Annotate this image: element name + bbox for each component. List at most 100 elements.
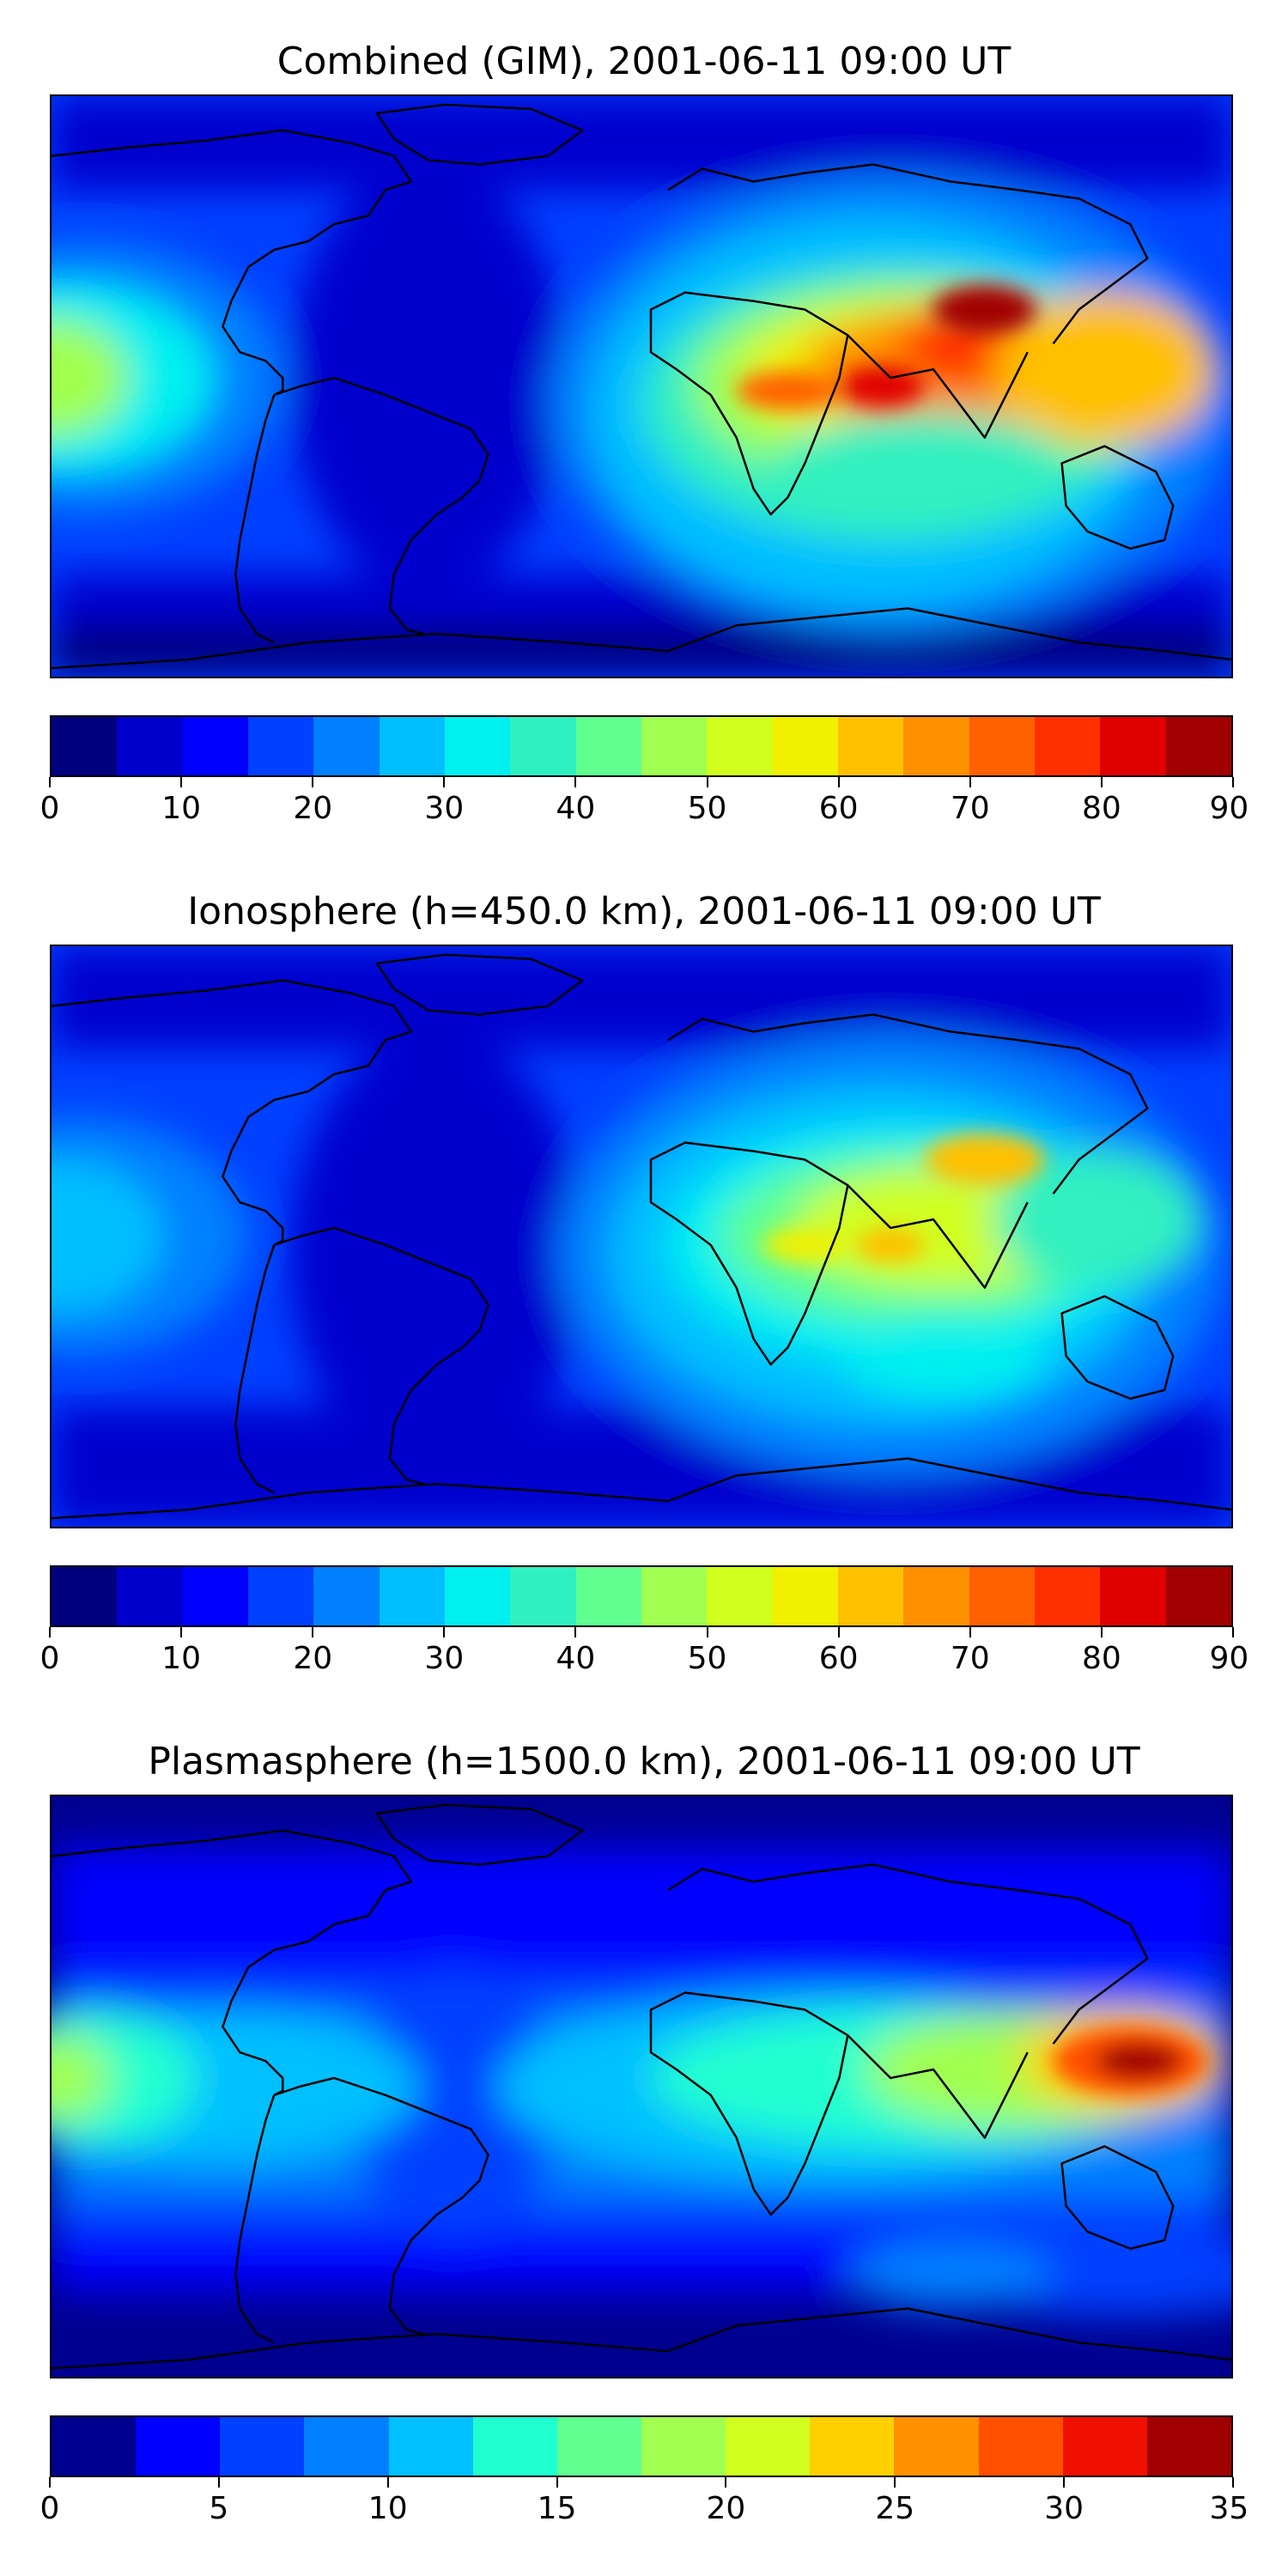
colorbar-tick-label: 0 (39, 2491, 60, 2526)
colorbar-segment (379, 717, 445, 775)
colorbar-segment (379, 1567, 445, 1625)
colorbar-segment (1034, 1567, 1101, 1625)
panel-1-colorbar-ticks: 0 10 20 30 40 50 60 70 80 90 (40, 777, 1249, 829)
panel-1-map-plot (52, 96, 1231, 677)
panel-2-map-plot (52, 946, 1231, 1527)
colorbar-tick-mark (180, 1627, 183, 1637)
colorbar-segment (313, 1567, 380, 1625)
colorbar-tick-label: 50 (687, 791, 727, 826)
colorbar-segment (556, 2417, 641, 2476)
colorbar-tick-label: 35 (1209, 2491, 1249, 2526)
colorbar-segment (136, 2417, 221, 2476)
colorbar-segment (117, 1567, 183, 1625)
colorbar-segment (510, 1567, 576, 1625)
colorbar-segment (969, 717, 1035, 775)
colorbar-tick-mark (1232, 2477, 1234, 2488)
panel-3-map-plot (52, 1796, 1231, 2377)
colorbar-tick-mark (49, 777, 51, 787)
colorbar-segment (52, 2417, 137, 2476)
colorbar-segment (182, 717, 248, 775)
colorbar-segment (969, 1567, 1035, 1625)
colorbar-segment (1034, 717, 1101, 775)
colorbar-segment (903, 717, 969, 775)
colorbar-segment (978, 2417, 1063, 2476)
panel-3-title: Plasmasphere (h=1500.0 km), 2001-06-11 0… (148, 1740, 1140, 1783)
colorbar-segment (1146, 2417, 1231, 2476)
panel-2-colorbar-ticks: 0 10 20 30 40 50 60 70 80 90 (40, 1627, 1249, 1679)
colorbar-segment (641, 2417, 726, 2476)
colorbar-segment (641, 717, 708, 775)
colorbar-segment (1165, 717, 1231, 775)
panel-1-map (50, 94, 1233, 678)
colorbar-tick-label: 25 (875, 2491, 915, 2526)
colorbar-segment (894, 2417, 979, 2476)
colorbar-segment (117, 717, 183, 775)
panel-2-colorbar (50, 1565, 1233, 1627)
colorbar-tick-label: 20 (293, 1641, 333, 1676)
colorbar-tick-label: 20 (293, 791, 333, 826)
colorbar-segment (707, 1567, 773, 1625)
colorbar-tick-label: 90 (1209, 791, 1249, 826)
colorbar-tick-label: 80 (1081, 1641, 1121, 1676)
colorbar-tick-mark (556, 2477, 558, 2488)
colorbar-tick-mark (837, 777, 840, 787)
colorbar-tick-label: 60 (818, 1641, 859, 1676)
colorbar-segment (52, 717, 118, 775)
colorbar-segment (837, 1567, 904, 1625)
colorbar-tick-mark (969, 1627, 971, 1637)
colorbar-segment (444, 1567, 511, 1625)
colorbar-tick-mark (49, 2477, 51, 2488)
colorbar-tick-label: 30 (424, 1641, 465, 1676)
colorbar-segment (1062, 2417, 1147, 2476)
colorbar-tick-label: 15 (537, 2491, 577, 2526)
colorbar-segment (220, 2417, 305, 2476)
colorbar-segment (182, 1567, 248, 1625)
colorbar-segment (903, 1567, 969, 1625)
colorbar-segment (837, 717, 904, 775)
colorbar-tick-mark (1063, 2477, 1066, 2488)
colorbar-tick-mark (574, 777, 577, 787)
colorbar-segment (247, 1567, 314, 1625)
colorbar-tick-label: 90 (1209, 1641, 1249, 1676)
colorbar-tick-mark (312, 777, 314, 787)
colorbar-tick-mark (217, 2477, 220, 2488)
colorbar-tick-mark (969, 777, 971, 787)
colorbar-segment (1100, 1567, 1166, 1625)
colorbar-tick-mark (706, 777, 708, 787)
colorbar-segment (472, 2417, 557, 2476)
colorbar-tick-mark (706, 1627, 708, 1637)
colorbar-tick-label: 30 (1044, 2491, 1084, 2526)
panel-3-map (50, 1795, 1233, 2379)
colorbar-tick-label: 60 (818, 791, 859, 826)
colorbar-tick-mark (312, 1627, 314, 1637)
colorbar-segment (444, 717, 511, 775)
colorbar-tick-mark (443, 1627, 446, 1637)
colorbar-tick-label: 70 (950, 791, 990, 826)
colorbar-tick-mark (1232, 777, 1234, 787)
panel-1-title: Combined (GIM), 2001-06-11 09:00 UT (276, 39, 1012, 83)
colorbar-tick-mark (1100, 777, 1103, 787)
panel-3-colorbar-ticks: 0 5 10 15 20 25 30 35 (40, 2477, 1249, 2529)
colorbar-segment (641, 1567, 708, 1625)
colorbar-segment (510, 717, 576, 775)
colorbar-segment (52, 1567, 118, 1625)
panel-2-title: Ionosphere (h=450.0 km), 2001-06-11 09:0… (187, 890, 1101, 933)
colorbar-tick-mark (49, 1627, 51, 1637)
colorbar-tick-mark (443, 777, 446, 787)
colorbar-segment (575, 717, 641, 775)
colorbar-segment (772, 1567, 838, 1625)
colorbar-tick-label: 20 (706, 2491, 746, 2526)
colorbar-segment (1100, 717, 1166, 775)
colorbar-tick-mark (894, 2477, 896, 2488)
colorbar-tick-mark (1100, 1627, 1103, 1637)
colorbar-segment (1165, 1567, 1231, 1625)
colorbar-tick-label: 10 (368, 2491, 408, 2526)
panel-2-map (50, 945, 1233, 1528)
colorbar-tick-mark (1232, 1627, 1234, 1637)
colorbar-tick-mark (180, 777, 183, 787)
colorbar-tick-label: 50 (687, 1641, 727, 1676)
colorbar-tick-label: 80 (1081, 791, 1121, 826)
colorbar-segment (388, 2417, 473, 2476)
colorbar-segment (726, 2417, 811, 2476)
colorbar-tick-label: 70 (950, 1641, 990, 1676)
